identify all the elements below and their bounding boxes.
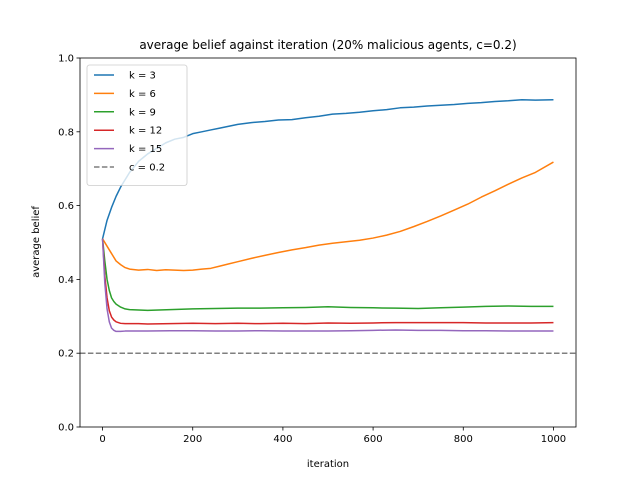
y-tick-label: 0.4 — [58, 275, 74, 286]
series-line-3 — [101, 238, 554, 312]
y-tick-label: 0.0 — [58, 423, 74, 434]
chart-title: average belief against iteration (20% ma… — [139, 38, 516, 52]
plot-area: 0 200 400 600 800 1000 0.0 0.2 0.4 0.6 0.8 1.0 — [58, 54, 577, 445]
axes-frame — [79, 57, 577, 428]
legend-label: k = 6 — [129, 89, 156, 100]
y-axis-label: average belief — [31, 206, 42, 278]
x-tick-label: 400 — [273, 434, 292, 445]
series-line-2 — [101, 161, 554, 272]
series-line-4 — [101, 238, 554, 325]
legend-box — [86, 64, 188, 186]
x-tick-label: 600 — [364, 434, 383, 445]
y-tick-label: 1.0 — [58, 54, 74, 65]
legend-label: k = 12 — [129, 126, 162, 137]
y-tick-label: 0.2 — [58, 349, 74, 360]
legend: k = 3 k = 6 k = 9 k = 12 k = 15 c = 0.2 — [86, 64, 188, 186]
legend-label: c = 0.2 — [129, 163, 165, 174]
y-tick-label: 0.6 — [58, 201, 74, 212]
x-axis-label: iteration — [307, 459, 349, 470]
y-tick-label: 0.8 — [58, 127, 74, 138]
legend-label: k = 9 — [129, 107, 156, 118]
x-tick-label: 1000 — [541, 434, 566, 445]
x-tick-label: 0 — [99, 434, 105, 445]
legend-label: k = 15 — [129, 144, 162, 155]
series-line-5 — [101, 238, 554, 333]
legend-label: k = 3 — [129, 71, 156, 82]
x-tick-label: 200 — [183, 434, 202, 445]
x-tick-label: 800 — [454, 434, 473, 445]
